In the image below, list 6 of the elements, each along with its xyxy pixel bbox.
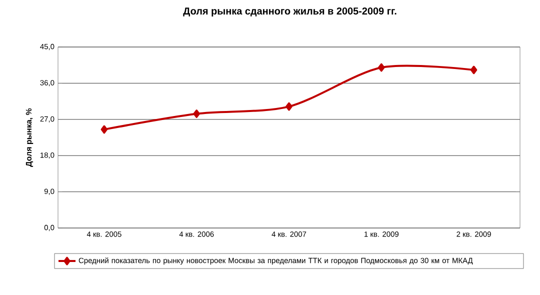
point xyxy=(100,125,108,134)
point xyxy=(470,66,478,74)
point xyxy=(193,110,200,118)
point xyxy=(378,63,385,72)
point xyxy=(286,102,292,111)
chart-title: Доля рынка сданного жилья в 2005-2009 гг. xyxy=(183,7,396,17)
